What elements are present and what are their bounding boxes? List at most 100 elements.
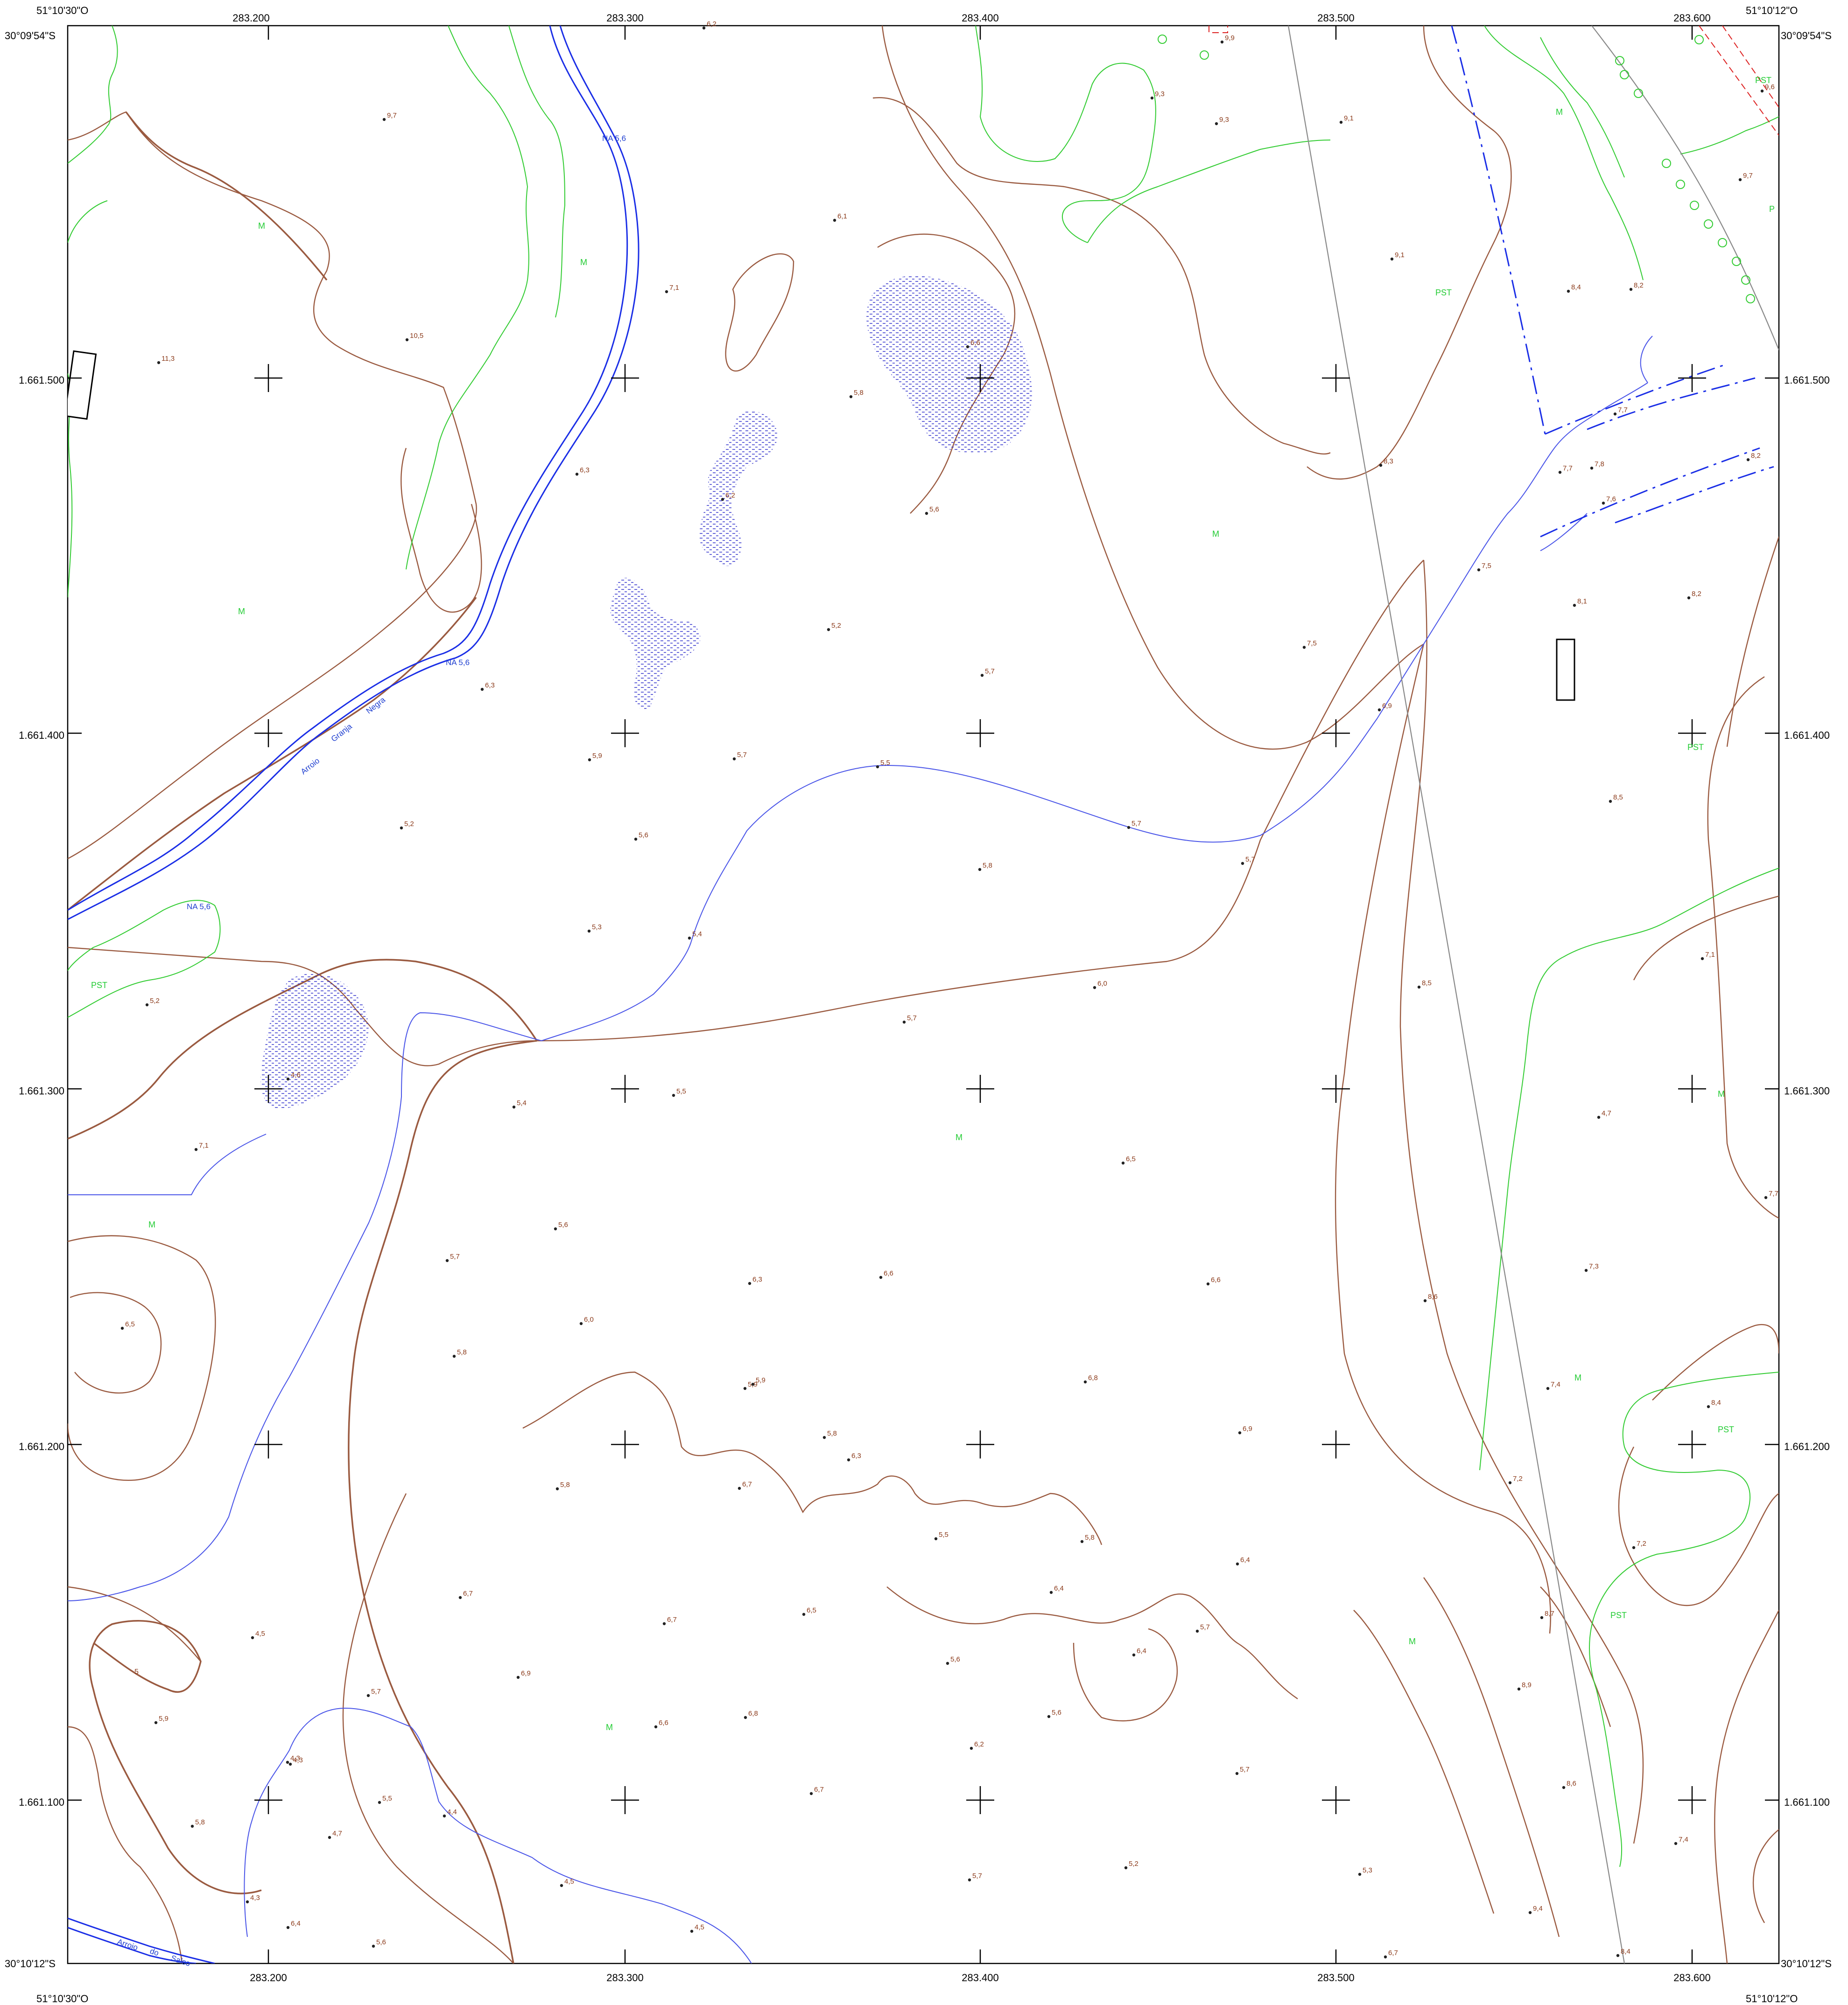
vegetation-label: M: [1212, 529, 1219, 539]
spot-height-dot: [980, 673, 984, 677]
water-level-label: NA 5,6: [187, 902, 211, 911]
spot-height-dot: [744, 1716, 747, 1719]
spot-height-label: 4,7: [332, 1830, 342, 1837]
spot-height-dot: [1707, 1405, 1710, 1409]
spot-height-dot: [1238, 1431, 1242, 1435]
spot-height-dot: [1121, 1161, 1125, 1165]
spot-height-label: 6,4: [291, 1920, 301, 1928]
northing-label-left: 1.661.100: [19, 1796, 64, 1808]
spot-height: 9,4: [1528, 1905, 1543, 1914]
spot-height-label: 5,6: [950, 1655, 960, 1663]
vegetation-label: PST: [1755, 76, 1771, 85]
spot-height-label: 5,7: [972, 1872, 982, 1880]
spot-height-dot: [672, 1094, 675, 1097]
corner-bottom-right-lat: 30°10'12"S: [1781, 1958, 1832, 1970]
vegetation-label: PST: [1718, 1425, 1734, 1434]
spot-height-dot: [802, 1612, 806, 1616]
vegetation-label: M: [1556, 107, 1563, 117]
spot-height-dot: [1597, 1115, 1601, 1119]
spot-height-label: 8,5: [1422, 979, 1432, 987]
spot-height-dot: [1609, 799, 1612, 803]
water-level-label: NA 5,6: [602, 134, 626, 143]
spot-height: 6,8: [1083, 1374, 1098, 1384]
spot-height-dot: [372, 1944, 375, 1948]
spot-height-dot: [554, 1227, 557, 1231]
spot-height: 5,6: [634, 831, 648, 841]
spot-height: 9,1: [1339, 114, 1354, 124]
spot-height: 5,4: [688, 930, 702, 940]
spot-height: 6,2: [970, 1740, 984, 1750]
vegetation-label: M: [238, 607, 245, 616]
spot-height-label: 6,9: [1382, 702, 1392, 710]
spot-height-label: 5,6: [929, 505, 939, 513]
spot-height: 4,5: [690, 1923, 704, 1933]
spot-height-dot: [512, 1105, 516, 1109]
spot-height-label: 5,8: [854, 389, 864, 397]
spot-height-label: 8,2: [1751, 452, 1761, 460]
spot-height-label: 4,3: [250, 1894, 260, 1902]
spot-height: 7,8: [1590, 460, 1604, 470]
spot-height: 5,9: [154, 1715, 169, 1725]
spot-height-dot: [946, 1661, 949, 1665]
spot-height: 8,9: [1517, 1681, 1532, 1691]
spot-height-dot: [833, 218, 836, 222]
spot-height-label: 6,2: [707, 20, 717, 28]
spot-height-label: 7,7: [1618, 406, 1628, 414]
spot-height: 5,6: [946, 1655, 960, 1665]
spot-height-dot: [1760, 89, 1764, 93]
spot-height-label: 4,3: [293, 1756, 303, 1764]
spot-height-label: 6,6: [1211, 1276, 1221, 1284]
spot-height-label: 6,0: [584, 1316, 594, 1324]
spot-height-label: 7,7: [1563, 464, 1573, 472]
spot-height-label: 6,2: [974, 1740, 984, 1748]
spot-height-dot: [978, 868, 982, 871]
spot-height-dot: [732, 757, 736, 761]
northing-label-right: 1.661.400: [1784, 729, 1830, 741]
spot-height: 5,8: [555, 1481, 570, 1491]
spot-height-dot: [1339, 120, 1343, 124]
stream-name-lower: do: [149, 1947, 160, 1958]
easting-label-top: 283.600: [1673, 12, 1711, 24]
spot-height: 9,9: [1220, 34, 1235, 44]
spot-height-dot: [1540, 1616, 1544, 1619]
spot-height: 5,2: [1124, 1860, 1138, 1870]
spot-height-dot: [662, 1622, 666, 1626]
spot-height: 5,8: [849, 389, 864, 399]
easting-label-top: 283.500: [1317, 12, 1355, 24]
spot-height-dot: [1417, 985, 1421, 989]
spot-height-dot: [194, 1148, 198, 1151]
spot-height: 6,4: [286, 1920, 301, 1929]
property-boundary: [1209, 26, 1779, 136]
spot-height: 6,9: [516, 1669, 531, 1679]
spot-height-dot: [560, 1884, 563, 1887]
spot-height: 6,2: [721, 491, 735, 501]
spot-height-dot: [1573, 603, 1576, 607]
spot-height-dot: [822, 1436, 826, 1439]
spot-height-label: 5,7: [1240, 1766, 1250, 1774]
spot-height-label: 6,6: [884, 1269, 893, 1277]
northing-label-right: 1.661.200: [1784, 1441, 1830, 1452]
spot-height: 6,7: [458, 1590, 473, 1599]
spot-height: 8,4: [1567, 283, 1581, 293]
spot-height-label: 6,7: [1388, 1949, 1398, 1957]
spot-height-dot: [1235, 1772, 1239, 1775]
spot-height-dot: [400, 826, 403, 830]
spot-height-label: 4,5: [695, 1923, 704, 1931]
spot-height-label: 9,4: [1533, 1905, 1543, 1913]
spot-height-dot: [1390, 257, 1394, 261]
northing-label-left: 1.661.500: [19, 374, 64, 386]
spot-height: 5,7: [366, 1688, 381, 1697]
water-level-label: NA 5,6: [446, 658, 470, 667]
spot-height: 8,2: [1746, 452, 1761, 462]
northing-label-left: 1.661.300: [19, 1085, 64, 1097]
vegetation-label: PST: [1435, 288, 1452, 297]
spot-height: 5,2: [400, 820, 414, 830]
spot-height-dot: [286, 1077, 290, 1081]
spot-height: 7,5: [1302, 639, 1317, 649]
spot-height-label: 6,4: [1240, 1556, 1250, 1564]
spot-height-dot: [443, 1814, 446, 1818]
river-arroio-granja-negra: [68, 26, 639, 920]
spot-height-dot: [748, 1282, 752, 1285]
vegetation-labels: M M M M M M M M M M PST PST PST PST PST …: [91, 76, 1775, 1732]
spot-height: 5,7: [980, 667, 995, 677]
